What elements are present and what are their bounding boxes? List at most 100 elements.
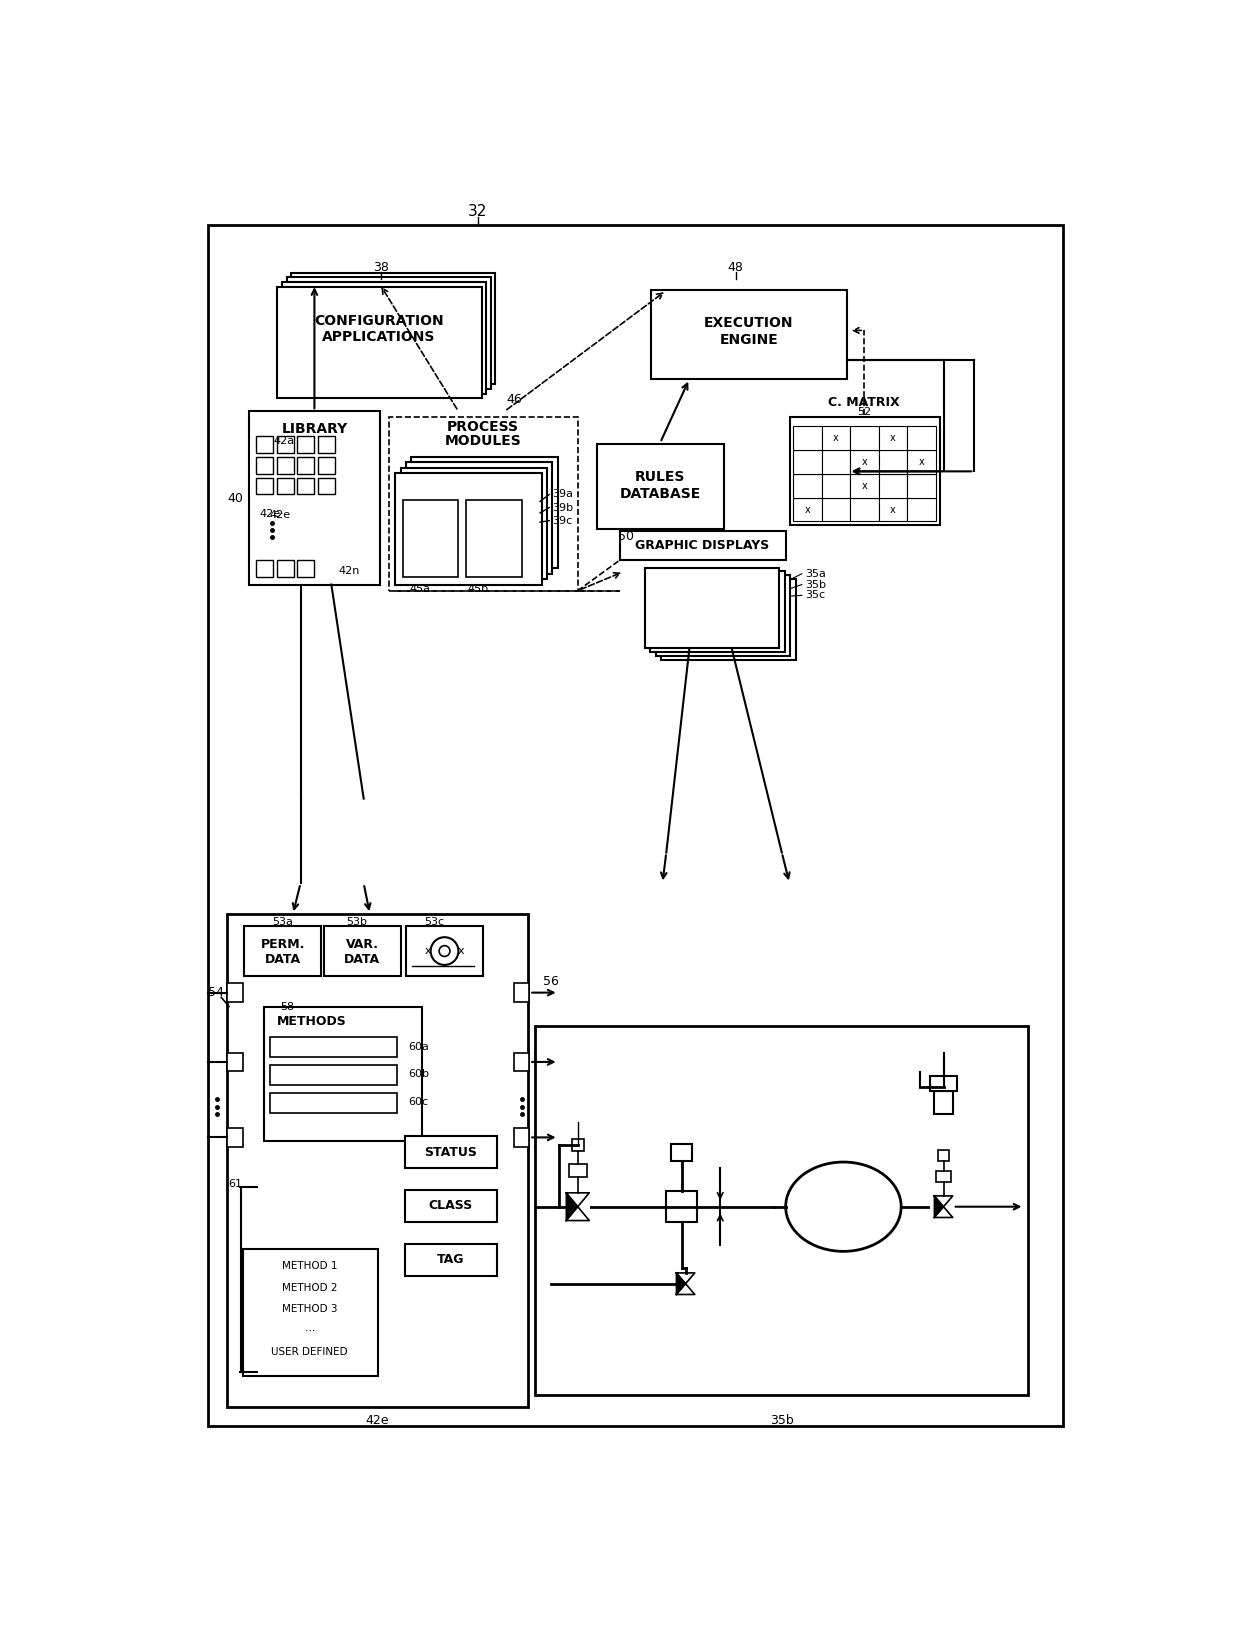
Text: 60c: 60c: [408, 1097, 429, 1107]
Bar: [249, 411, 379, 584]
Bar: [939, 1150, 949, 1160]
Bar: [255, 559, 273, 578]
Bar: [879, 450, 908, 474]
Bar: [255, 457, 273, 474]
Bar: [255, 436, 273, 452]
Bar: [403, 500, 459, 578]
Bar: [264, 1006, 422, 1142]
Bar: [620, 531, 786, 559]
Text: x: x: [458, 945, 465, 955]
Bar: [277, 477, 294, 495]
Text: 52: 52: [857, 408, 872, 417]
Bar: [291, 272, 495, 384]
Text: METHODS: METHODS: [278, 1015, 347, 1028]
Bar: [596, 444, 724, 530]
Text: x: x: [833, 434, 838, 444]
Bar: [790, 417, 940, 525]
Bar: [227, 1053, 243, 1071]
Text: DATA: DATA: [343, 954, 381, 965]
Bar: [851, 426, 879, 450]
Bar: [401, 467, 547, 579]
Text: METHOD 2: METHOD 2: [281, 1282, 337, 1292]
Polygon shape: [567, 1193, 578, 1221]
Text: LIBRARY: LIBRARY: [281, 422, 347, 436]
Text: DATA: DATA: [265, 954, 301, 965]
Text: x: x: [862, 482, 867, 492]
Text: 46: 46: [506, 393, 522, 406]
Bar: [822, 474, 851, 498]
Bar: [513, 1053, 529, 1071]
Text: 45a: 45a: [409, 584, 430, 594]
Polygon shape: [686, 1272, 694, 1295]
Text: 50: 50: [619, 530, 634, 543]
Bar: [278, 287, 481, 398]
Bar: [513, 1129, 529, 1147]
Text: ⋯: ⋯: [305, 1325, 315, 1335]
Bar: [568, 1163, 587, 1178]
Bar: [227, 983, 243, 1002]
Text: VAR.: VAR.: [346, 939, 378, 952]
Text: 56: 56: [543, 975, 559, 988]
Bar: [319, 457, 335, 474]
Bar: [298, 477, 315, 495]
Bar: [879, 474, 908, 498]
Bar: [466, 500, 522, 578]
Text: C. MATRIX: C. MATRIX: [828, 396, 900, 409]
Text: 39b: 39b: [552, 503, 573, 513]
Bar: [536, 1026, 1028, 1396]
Bar: [324, 926, 401, 975]
Bar: [879, 426, 908, 450]
Text: 53c: 53c: [424, 917, 444, 927]
Bar: [851, 498, 879, 521]
Bar: [405, 926, 484, 975]
Bar: [650, 571, 785, 652]
Text: 42e·: 42e·: [259, 508, 284, 518]
Text: 53a: 53a: [273, 917, 294, 927]
Bar: [851, 474, 879, 498]
Bar: [822, 450, 851, 474]
Text: 42e: 42e: [270, 510, 291, 520]
Text: METHOD 1: METHOD 1: [281, 1261, 337, 1270]
Bar: [277, 436, 294, 452]
Text: 39c: 39c: [552, 516, 573, 526]
Bar: [572, 1138, 584, 1152]
Text: x: x: [862, 457, 867, 467]
Text: 40: 40: [227, 492, 243, 505]
Bar: [286, 277, 491, 389]
Bar: [908, 498, 936, 521]
Bar: [270, 1092, 397, 1112]
Text: x: x: [919, 457, 924, 467]
Bar: [227, 914, 528, 1407]
Bar: [908, 426, 936, 450]
Text: METHOD 3: METHOD 3: [281, 1304, 337, 1313]
Text: 35b: 35b: [805, 579, 826, 589]
Bar: [822, 426, 851, 450]
Text: 60b: 60b: [408, 1069, 429, 1079]
Bar: [513, 983, 529, 1002]
Text: 54: 54: [208, 987, 223, 1000]
Polygon shape: [578, 1193, 589, 1221]
Text: 60a: 60a: [408, 1041, 429, 1051]
Text: 61: 61: [228, 1178, 242, 1188]
Text: 58: 58: [280, 1002, 295, 1011]
Bar: [879, 498, 908, 521]
Text: MODULES: MODULES: [445, 434, 521, 447]
Bar: [405, 462, 552, 574]
Bar: [396, 474, 542, 584]
Bar: [936, 1170, 951, 1181]
Text: 35b: 35b: [770, 1414, 794, 1427]
Bar: [404, 1135, 497, 1168]
Bar: [227, 1129, 243, 1147]
Bar: [412, 457, 558, 568]
Bar: [908, 450, 936, 474]
Bar: [270, 1064, 397, 1086]
Bar: [208, 224, 1063, 1426]
Bar: [319, 477, 335, 495]
Polygon shape: [676, 1272, 686, 1295]
Bar: [908, 474, 936, 498]
Text: 45b: 45b: [467, 584, 489, 594]
Bar: [277, 457, 294, 474]
Text: 53b: 53b: [346, 917, 367, 927]
Text: 39a: 39a: [552, 490, 573, 500]
Bar: [255, 477, 273, 495]
